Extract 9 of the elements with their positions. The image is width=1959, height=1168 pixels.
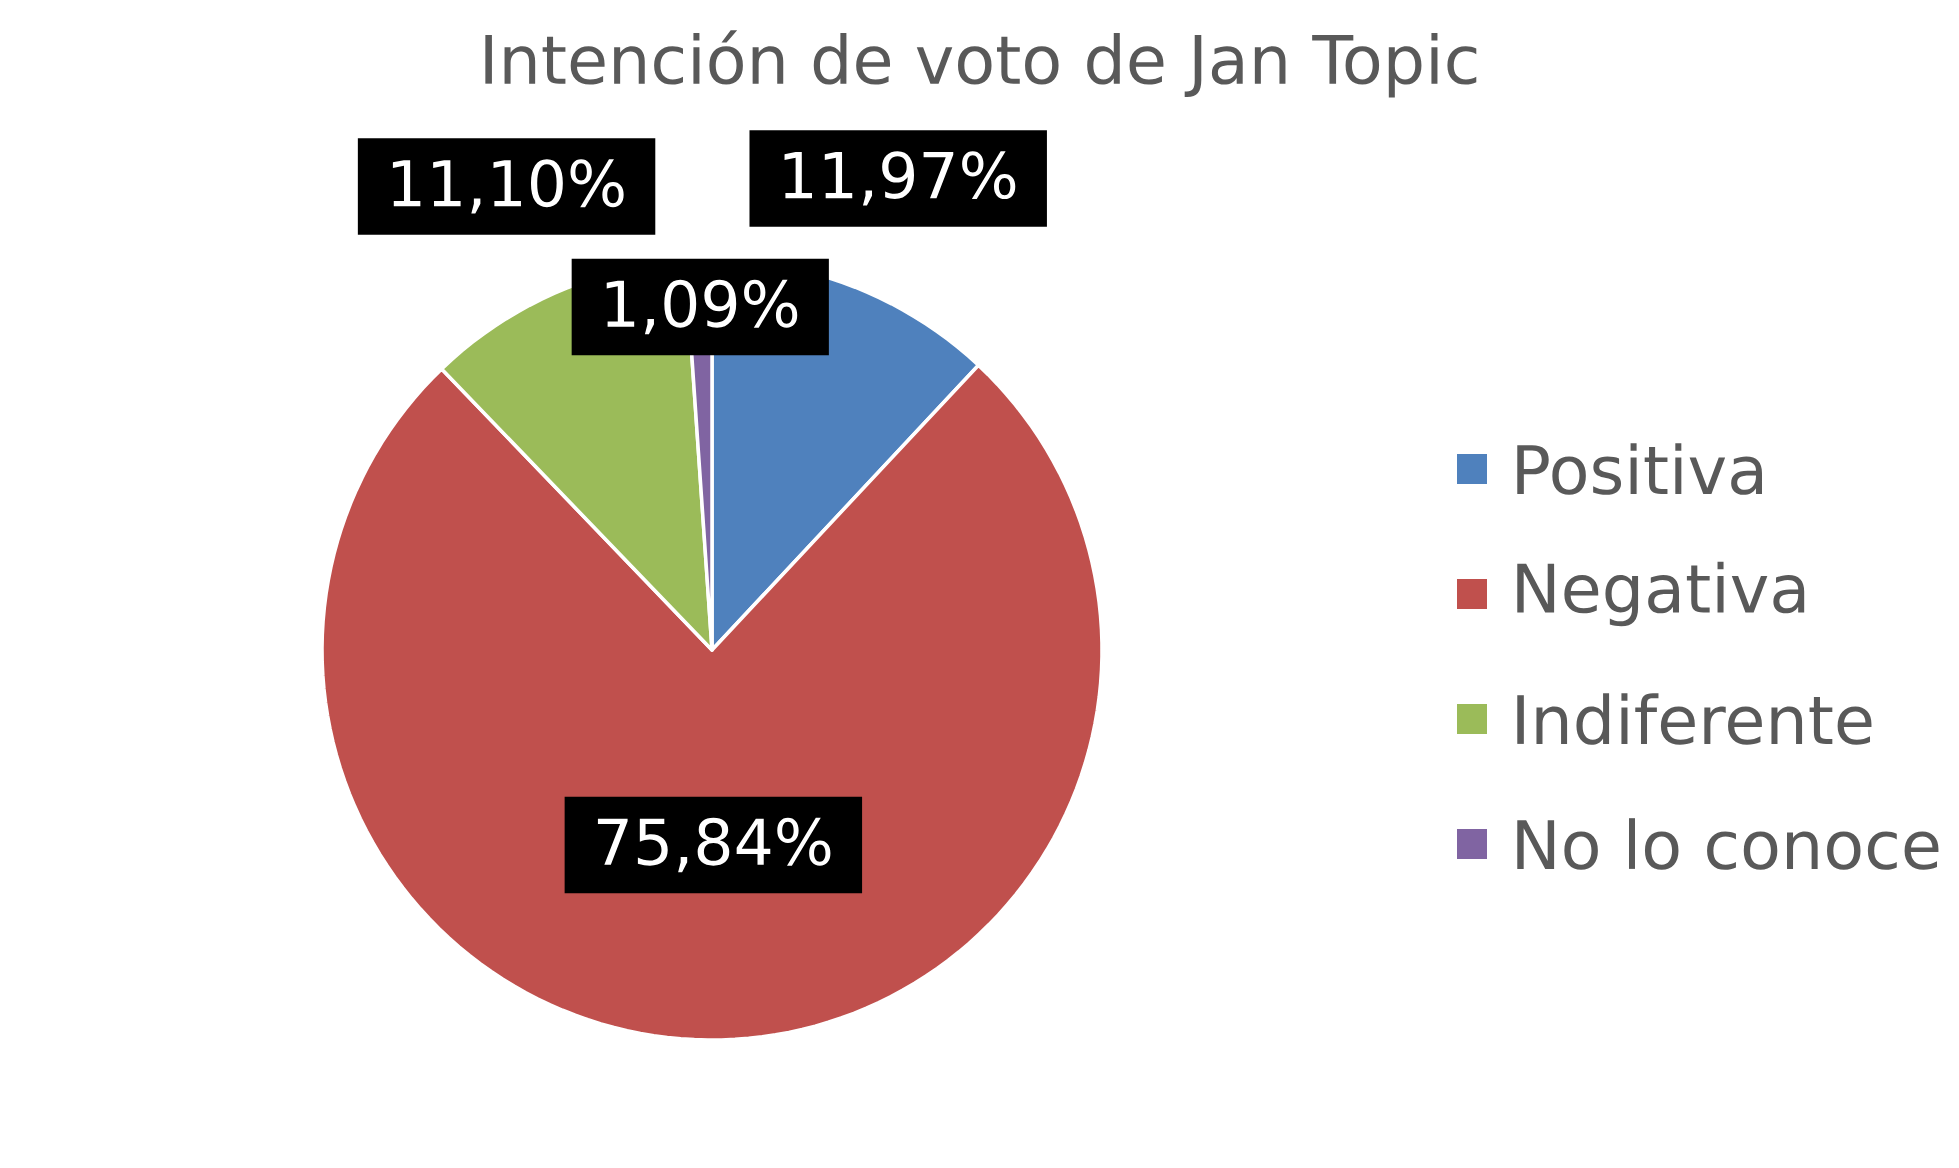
legend-label: Negativa <box>1517 561 1805 627</box>
legend-label: Positiva <box>1517 443 1762 495</box>
chart-title: Intención de voto de Jan Topic <box>485 30 1477 98</box>
legend-label: No lo conoce <box>1517 818 1939 870</box>
data-label: 1,09% <box>606 279 798 335</box>
data-label: 75,84% <box>597 817 831 873</box>
legend-label: Indiferente <box>1517 693 1872 745</box>
data-label: 11,97% <box>784 151 1016 206</box>
data-label: 11,10% <box>392 159 624 214</box>
